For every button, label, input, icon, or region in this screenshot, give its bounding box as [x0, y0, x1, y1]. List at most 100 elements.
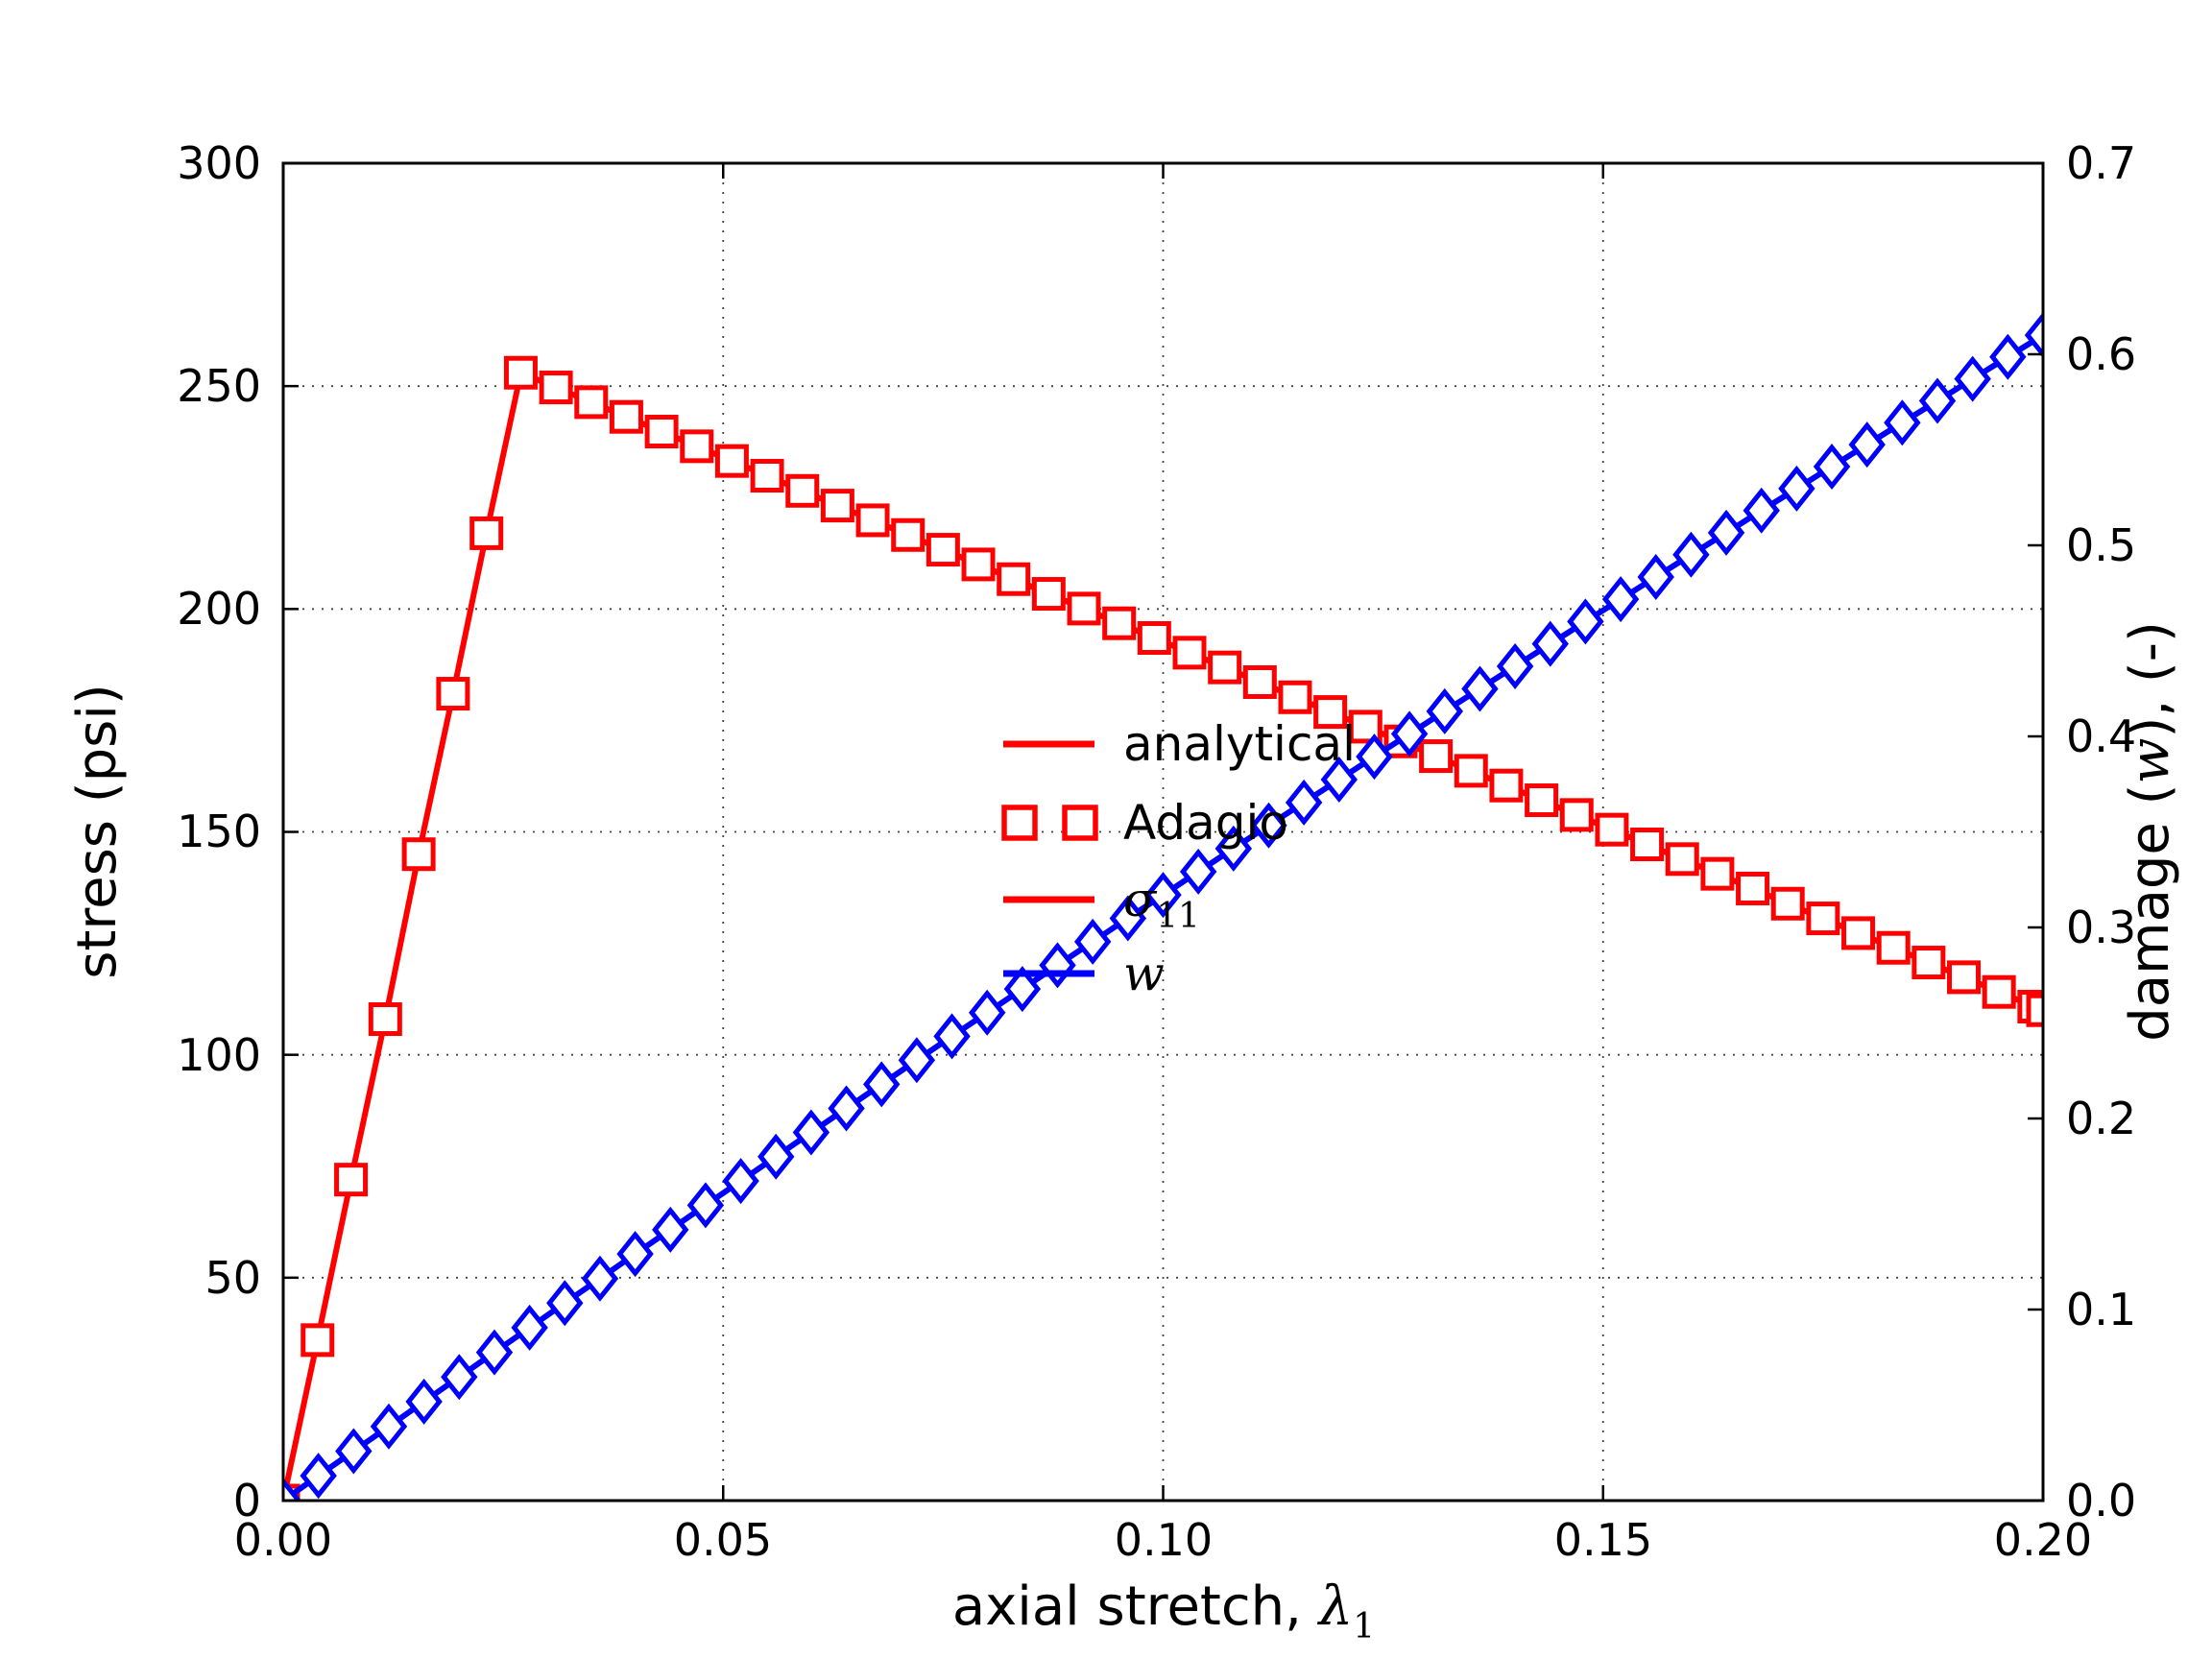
x-tick-label: 0.05 — [674, 1514, 772, 1566]
x-tick-label: 0.00 — [234, 1514, 332, 1566]
marker-square — [1278, 680, 1312, 714]
marker-diamond — [1778, 465, 1815, 512]
marker-diamond — [1320, 756, 1358, 803]
marker-square — [2026, 993, 2043, 1027]
marker-diamond — [1426, 687, 1463, 734]
series-line-stress_sigma11 — [283, 370, 2043, 1501]
marker-diamond — [1918, 377, 1957, 424]
legend-label-w: w — [1123, 946, 1165, 1001]
legend-label-analytical: analytical — [1123, 716, 1356, 772]
marker-diamond — [405, 1378, 443, 1425]
legend-square-marker — [1062, 805, 1098, 841]
y-left-tick-label: 50 — [204, 1252, 261, 1304]
marker-square — [1876, 930, 1911, 965]
marker-diamond — [968, 989, 1006, 1036]
marker-square — [1525, 783, 1559, 818]
marker-square — [609, 399, 643, 434]
marker-diamond — [335, 1428, 373, 1475]
x-axis-label-text: axial stretch, — [952, 1575, 1319, 1638]
marker-square — [1242, 664, 1277, 699]
y-left-tick-label: 200 — [177, 583, 261, 635]
marker-diamond — [1884, 399, 1921, 446]
marker-square — [436, 677, 470, 711]
marker-diamond — [511, 1304, 548, 1351]
marker-square — [1806, 902, 1840, 936]
marker-diamond — [933, 1013, 971, 1060]
marker-diamond — [1003, 966, 1042, 1013]
marker-square — [1841, 916, 1876, 950]
y-right-tick-label: 0.4 — [2066, 710, 2136, 762]
y-left-tick-label: 250 — [177, 360, 261, 412]
marker-square — [1911, 946, 1946, 980]
marker-diamond — [652, 1206, 689, 1253]
marker-square — [1489, 768, 1524, 803]
marker-diamond — [828, 1085, 865, 1132]
marker-square — [1137, 621, 1171, 656]
marker-diamond — [898, 1037, 936, 1084]
marker-diamond — [1601, 576, 1640, 623]
y-right-axis-label-prefix: damage ( — [2119, 783, 2181, 1041]
sigma-subscript: 11 — [1156, 897, 1200, 936]
marker-diamond — [581, 1255, 619, 1302]
marker-square — [574, 385, 609, 420]
marker-square — [1208, 650, 1242, 685]
marker-diamond — [1707, 509, 1745, 556]
marker-square — [503, 355, 538, 390]
x-tick-label: 0.10 — [1115, 1514, 1213, 1566]
marker-diamond — [1144, 872, 1182, 919]
marker-square — [714, 444, 749, 478]
marker-square — [1559, 798, 1594, 832]
marker-diamond — [1250, 802, 1287, 849]
marker-diamond — [1531, 620, 1569, 667]
y-right-tick-label: 0.2 — [2066, 1093, 2136, 1144]
marker-diamond — [283, 1477, 302, 1501]
marker-square — [997, 562, 1031, 596]
marker-square — [1630, 828, 1665, 862]
y-right-tick-label: 0.6 — [2066, 328, 2136, 380]
marker-square — [855, 503, 890, 538]
marker-square — [1172, 636, 1207, 670]
marker-diamond — [1214, 825, 1253, 872]
marker-square — [820, 489, 854, 523]
marker-diamond — [686, 1182, 725, 1229]
y-left-tick-label: 300 — [177, 137, 261, 189]
marker-diamond — [792, 1109, 830, 1156]
x-tick-label: 0.20 — [1994, 1514, 2092, 1566]
marker-diamond — [1989, 333, 2027, 380]
w-symbol: w — [2119, 738, 2181, 784]
marker-diamond — [1285, 779, 1323, 826]
marker-square — [1665, 842, 1699, 877]
y-left-tick-label: 150 — [177, 805, 261, 857]
y-left-axis-label: stress (psi) — [66, 684, 129, 979]
marker-diamond — [1672, 531, 1710, 578]
y-right-axis-label-suffix: ), (-) — [2119, 621, 2181, 737]
y-right-axis-label: damage (w), (-) — [2119, 621, 2181, 1042]
marker-square — [750, 458, 784, 493]
marker-square — [368, 1002, 402, 1037]
marker-diamond — [1954, 355, 1991, 402]
marker-square — [1419, 739, 1454, 774]
marker-diamond — [546, 1280, 584, 1327]
marker-diamond — [1073, 918, 1112, 965]
legend-label-sigma11: σ11 — [1123, 872, 1200, 936]
marker-diamond — [441, 1354, 478, 1401]
marker-square — [1031, 577, 1066, 612]
marker-diamond — [300, 1453, 337, 1500]
marker-diamond — [1179, 848, 1217, 895]
y-right-tick-label: 0.5 — [2066, 519, 2136, 571]
marker-square — [1736, 871, 1770, 905]
marker-square — [334, 1163, 369, 1197]
marker-diamond — [863, 1061, 901, 1108]
marker-square — [1700, 856, 1735, 891]
marker-square — [644, 415, 679, 449]
axes-frame — [281, 161, 2045, 1503]
marker-diamond — [370, 1403, 408, 1450]
marker-square — [1982, 974, 2016, 1009]
marker-diamond — [1109, 895, 1147, 942]
marker-diamond — [616, 1231, 654, 1278]
y-left-tick-label: 100 — [177, 1029, 261, 1081]
lambda-symbol: λ — [1317, 1575, 1354, 1638]
marker-diamond — [1496, 642, 1534, 689]
marker-diamond — [1813, 444, 1851, 491]
